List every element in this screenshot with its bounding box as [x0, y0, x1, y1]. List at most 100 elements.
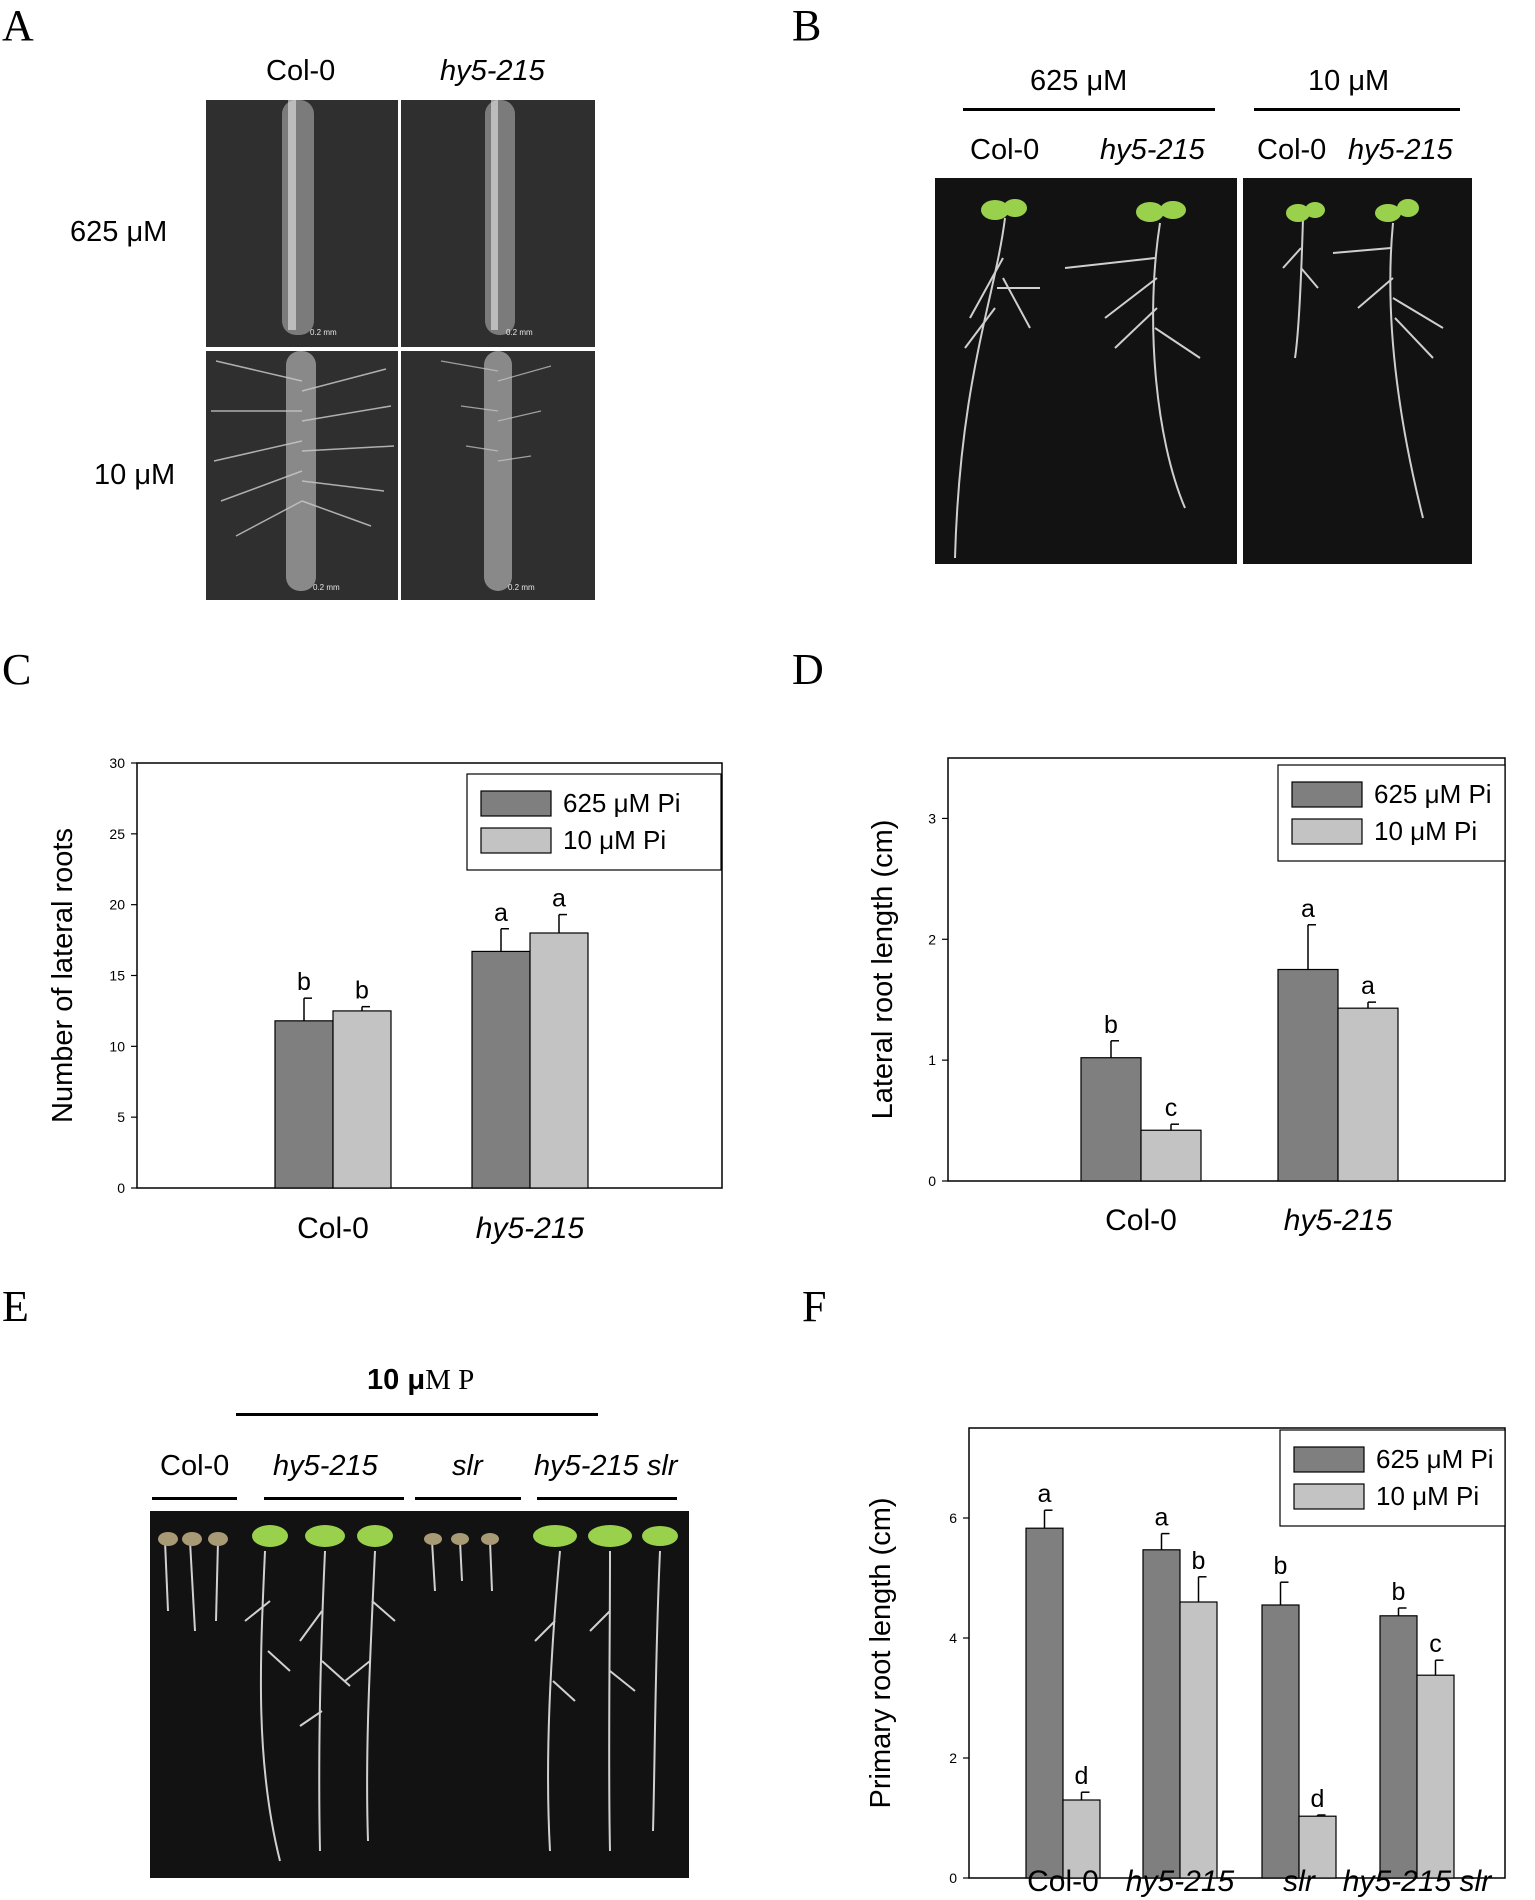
significance-letter: a [1155, 1504, 1169, 1532]
y-tick-label: 1 [928, 1052, 936, 1068]
significance-letter: c [1429, 1630, 1442, 1658]
y-axis-label: Number of lateral roots [47, 828, 79, 1123]
legend-swatch [1293, 1483, 1365, 1510]
legend-label: 10 μM Pi [1374, 816, 1477, 846]
category-label: hy5-215 slr [1343, 1865, 1492, 1898]
significance-letter: a [1038, 1480, 1052, 1508]
scale-bar-label: 0.2 mm [313, 583, 340, 592]
panel-b-genotype-col0-10: Col-0 [1257, 134, 1327, 166]
root-micrograph-hy5-10: 0.2 mm [401, 351, 595, 600]
panel-e-heading: 10 μM P [367, 1366, 474, 1395]
legend-swatch [1291, 818, 1363, 845]
y-tick-label: 20 [109, 897, 125, 913]
root-micrograph-col0-625: 0.2 mm [206, 100, 398, 347]
bar [1277, 968, 1339, 1182]
legend-label: 625 μM Pi [563, 788, 681, 818]
y-tick-label: 10 [109, 1038, 125, 1054]
legend-box [1277, 764, 1506, 862]
panel-e-rule-slr [415, 1497, 521, 1500]
category-label: Col-0 [1027, 1865, 1099, 1898]
category-label: Col-0 [297, 1212, 369, 1245]
significance-letter: a [1361, 972, 1375, 1000]
significance-letter: d [1311, 1785, 1325, 1813]
panel-e-rule-col0 [152, 1497, 237, 1500]
y-axis-label: Primary root length (cm) [865, 1497, 897, 1808]
panel-b-genotype-hy5: hy5-215 [1100, 134, 1205, 166]
y-tick-label: 0 [117, 1180, 125, 1196]
legend-swatch [1293, 1446, 1365, 1473]
scale-bar-label: 0.2 mm [310, 328, 337, 337]
significance-letter: b [355, 977, 369, 1005]
category-label: Col-0 [1105, 1204, 1177, 1237]
panel-e-genotype-hy5-slr: hy5-215 slr [534, 1450, 678, 1482]
bar [274, 1020, 334, 1189]
y-tick-label: 6 [949, 1510, 957, 1526]
bar [1062, 1799, 1101, 1879]
y-tick-label: 0 [949, 1870, 957, 1886]
panel-letter-a: A [2, 1, 34, 50]
significance-letter: d [1075, 1762, 1089, 1790]
y-tick-label: 2 [949, 1750, 957, 1766]
legend-box [1279, 1429, 1506, 1527]
bar [471, 950, 531, 1189]
bar [1080, 1057, 1142, 1182]
legend-label: 625 μM Pi [1374, 779, 1492, 809]
panel-a-row-label-625: 625 μM [70, 216, 168, 248]
bar [1025, 1527, 1064, 1879]
category-label: hy5-215 [1284, 1204, 1393, 1237]
panel-letter-b: B [792, 1, 822, 50]
bar [529, 932, 589, 1189]
legend-box [466, 773, 722, 871]
y-tick-label: 30 [109, 755, 125, 771]
panel-letter-f: F [802, 1282, 827, 1331]
panel-e-heading-bold: 10 μ [367, 1364, 426, 1396]
legend-swatch [480, 827, 552, 854]
chart-lateral-root-length: 0 1 2 3 Lateral root length (cm) b a c a Col-0 hy5… [867, 757, 1506, 1237]
seedling-photo-10uM-genotypes [150, 1511, 689, 1878]
panel-b-genotype-hy5-10: hy5-215 [1348, 134, 1453, 166]
panel-b-genotype-col0: Col-0 [970, 134, 1040, 166]
panel-e-genotype-hy5: hy5-215 [273, 1450, 378, 1482]
plot-frame [968, 1427, 1506, 1879]
panel-b-group-625: 625 μM [1030, 65, 1128, 97]
legend-label: 625 μM Pi [1376, 1444, 1494, 1474]
panel-a-row-label-10: 10 μM [94, 459, 176, 491]
scale-bar-label: 0.2 mm [508, 583, 535, 592]
y-axis-label: Lateral root length (cm) [867, 820, 899, 1120]
chart-lateral-root-number: 0 5 10 15 20 25 30 Number of lateral roots b a b a C… [47, 755, 723, 1245]
legend-label: 10 μM Pi [1376, 1481, 1479, 1511]
root-micrograph-col0-10: 0.2 mm [206, 351, 398, 600]
panel-b-group-10: 10 μM [1308, 65, 1390, 97]
category-label: slr [1283, 1865, 1316, 1898]
panel-e-heading-rest: M P [425, 1364, 475, 1396]
significance-letter: c [1165, 1094, 1178, 1122]
panel-e-genotype-slr: slr [452, 1450, 483, 1482]
legend-swatch [480, 790, 552, 817]
significance-letter: a [552, 885, 566, 913]
y-tick-label: 2 [928, 931, 936, 947]
bar [1179, 1601, 1218, 1879]
panel-b-group-rule-625 [963, 108, 1215, 111]
seedling-photo-625 [935, 178, 1237, 564]
root-micrograph-hy5-625: 0.2 mm [401, 100, 595, 347]
significance-letter: a [1301, 895, 1315, 923]
seedling-photo-10 [1243, 178, 1472, 564]
bar [332, 1010, 392, 1189]
y-tick-label: 3 [928, 810, 936, 826]
significance-letter: b [1104, 1011, 1118, 1039]
bar [1379, 1615, 1418, 1879]
panel-b-group-rule-10 [1254, 108, 1460, 111]
panel-e-rule-hy5 [264, 1497, 404, 1500]
significance-letter: b [297, 968, 311, 996]
bar [1142, 1549, 1181, 1879]
category-label: hy5-215 [1126, 1865, 1235, 1898]
significance-letter: b [1192, 1547, 1206, 1575]
y-tick-label: 15 [109, 968, 125, 984]
scale-bar-label: 0.2 mm [506, 328, 533, 337]
y-tick-label: 4 [949, 1630, 957, 1646]
significance-letter: b [1392, 1578, 1406, 1606]
panel-letter-d: D [792, 645, 824, 694]
panel-e-rule-hy5-slr [537, 1497, 677, 1500]
legend-label: 10 μM Pi [563, 825, 666, 855]
